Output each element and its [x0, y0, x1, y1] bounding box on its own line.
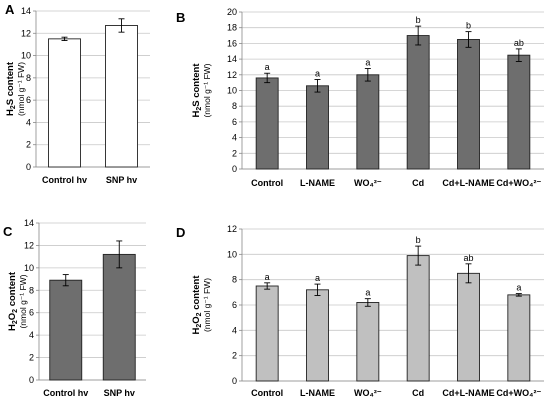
bar — [406, 35, 430, 170]
y-tick-label: 18 — [227, 23, 237, 33]
y-tick-label: 10 — [227, 249, 237, 259]
significance-label: a — [516, 283, 521, 293]
bar — [507, 294, 531, 382]
category-label: WO₄²⁻ — [354, 178, 382, 188]
y-tick-label: 10 — [21, 51, 31, 61]
panel-b: B 0 2 4 6 8 10 12 14 16 18 20 H2S content (nmol g⁻¹ F… — [176, 7, 544, 188]
bar — [306, 289, 329, 382]
significance-label: a — [265, 272, 270, 282]
y-tick-label: 12 — [21, 28, 31, 38]
category-label: SNP hv — [106, 175, 137, 185]
significance-label: ab — [514, 38, 524, 48]
y-tick-label: 2 — [26, 140, 31, 150]
y-tick-label: 4 — [232, 133, 237, 143]
panel-letter: C — [3, 224, 13, 239]
bar — [406, 255, 430, 382]
y-axis-label: H2O2 content — [191, 275, 203, 335]
category-label: Cd+L-NAME — [442, 178, 494, 188]
category-label: Cd — [412, 388, 424, 398]
category-label: Cd+WO₄²⁻ — [496, 178, 541, 188]
y-axis-label: H2O2 content — [7, 271, 19, 331]
y-tick-label: 6 — [26, 95, 31, 105]
category-label: L-NAME — [300, 388, 335, 398]
category-label: Cd — [412, 178, 424, 188]
y-tick-label: 14 — [24, 218, 34, 228]
y-tick-label: 0 — [232, 376, 237, 386]
panel-letter: A — [5, 2, 15, 17]
bar — [356, 74, 380, 170]
significance-label: a — [365, 288, 370, 298]
y-tick-label: 4 — [29, 330, 34, 340]
y-tick-label: 4 — [26, 117, 31, 127]
y-tick-label: 0 — [232, 164, 237, 174]
significance-label: ab — [463, 253, 473, 263]
y-tick-label: 0 — [29, 375, 34, 385]
panel-a: A 0 2 4 6 8 10 12 14 H2S content (nmol g⁻¹ FW) Cont… — [5, 2, 150, 185]
y-tick-label: 12 — [227, 224, 237, 234]
category-label: Control — [251, 388, 283, 398]
significance-label: a — [265, 62, 270, 72]
significance-label: a — [315, 273, 320, 283]
y-tick-label: 14 — [227, 54, 237, 64]
y-tick-label: 2 — [232, 148, 237, 158]
significance-label: a — [365, 58, 370, 68]
y-axis-unit: (nmol g⁻¹ FW) — [18, 274, 28, 328]
category-label: Cd+WO₄²⁻ — [496, 388, 541, 398]
category-label: Control hv — [42, 175, 87, 185]
y-axis-unit: (nmol g⁻¹ FW) — [202, 63, 212, 117]
panel-c: C 0 2 4 6 8 10 12 14 H2O2 content (nmol g⁻¹ FW) Con… — [3, 218, 146, 398]
y-tick-label: 2 — [232, 351, 237, 361]
y-axis-unit: (nmol g⁻¹ FW) — [202, 278, 212, 332]
bar — [49, 279, 83, 381]
y-tick-label: 4 — [232, 325, 237, 335]
y-tick-label: 6 — [232, 300, 237, 310]
y-tick-label: 14 — [21, 6, 31, 16]
y-tick-label: 8 — [26, 73, 31, 83]
panel-d: D 0 2 4 6 8 10 12 H2O2 content (nmol g⁻¹ FW) a Cont… — [176, 224, 544, 398]
category-label: WO₄²⁻ — [354, 388, 382, 398]
y-tick-label: 6 — [232, 117, 237, 127]
bar — [457, 39, 480, 170]
y-tick-label: 8 — [29, 285, 34, 295]
y-axis-unit: (nmol g⁻¹ FW) — [16, 62, 26, 116]
bar — [306, 85, 329, 170]
significance-label: a — [315, 69, 320, 79]
y-tick-label: 10 — [227, 86, 237, 96]
y-tick-label: 8 — [232, 101, 237, 111]
y-tick-label: 16 — [227, 38, 237, 48]
y-tick-label: 10 — [24, 263, 34, 273]
category-label: SNP hv — [104, 388, 135, 398]
bar — [102, 253, 136, 381]
y-tick-label: 2 — [29, 353, 34, 363]
bar — [356, 302, 380, 382]
category-label: Control — [251, 178, 283, 188]
y-axis-label: H2S content — [5, 61, 17, 116]
panel-letter: D — [176, 225, 185, 240]
y-tick-label: 20 — [227, 7, 237, 17]
bar — [507, 54, 531, 170]
bar — [457, 272, 480, 382]
bar — [255, 285, 279, 382]
significance-label: b — [466, 21, 471, 31]
y-tick-label: 6 — [29, 308, 34, 318]
panel-letter: B — [176, 10, 185, 25]
bar — [105, 25, 138, 168]
bar — [255, 77, 279, 170]
y-tick-label: 12 — [24, 240, 34, 250]
significance-label: b — [416, 235, 421, 245]
y-tick-label: 0 — [26, 162, 31, 172]
y-axis-label: H2S content — [191, 63, 203, 118]
bar — [48, 38, 81, 168]
category-label: Cd+L-NAME — [442, 388, 494, 398]
significance-label: b — [416, 15, 421, 25]
y-tick-label: 12 — [227, 70, 237, 80]
category-label: Control hv — [43, 388, 88, 398]
y-tick-label: 8 — [232, 275, 237, 285]
category-label: L-NAME — [300, 178, 335, 188]
